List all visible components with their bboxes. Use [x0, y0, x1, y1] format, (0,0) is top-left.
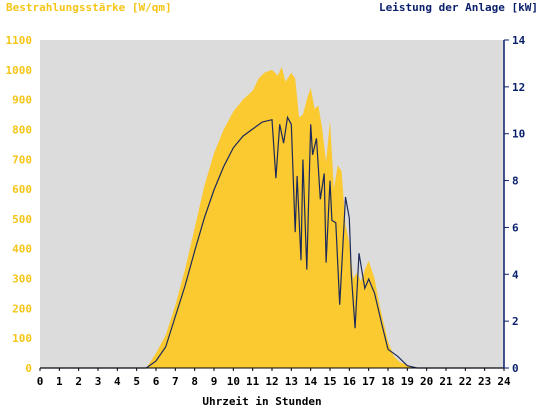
left-tick-label: 1100: [6, 34, 33, 47]
x-tick-label: 2: [75, 375, 82, 388]
x-tick-label: 17: [362, 375, 375, 388]
x-tick-label: 22: [459, 375, 472, 388]
irradiance-area: [146, 66, 416, 369]
x-tick-label: 11: [246, 375, 260, 388]
x-tick-label: 7: [172, 375, 179, 388]
x-tick-label: 4: [114, 375, 121, 388]
left-tick-label: 400: [12, 243, 32, 256]
left-tick-label: 0: [25, 362, 32, 375]
x-tick-label: 18: [381, 375, 394, 388]
x-tick-label: 0: [37, 375, 44, 388]
right-axis-title: Leistung der Anlage [kW]: [379, 1, 538, 14]
x-axis-title: Uhrzeit in Stunden: [202, 395, 321, 408]
x-tick-label: 24: [497, 375, 511, 388]
x-tick-label: 8: [191, 375, 198, 388]
right-tick-label: 4: [512, 268, 519, 281]
x-tick-label: 10: [227, 375, 240, 388]
right-axis-ticks: 0 2 4 6 8 10 12 14: [504, 34, 526, 375]
x-axis-ticks: 0 1 2 3 4 5 6 7 8 9 10 11 12 13 14 15 16 17 18 19 20 21 22 23 24: [37, 368, 511, 388]
x-tick-label: 13: [285, 375, 298, 388]
x-tick-label: 21: [439, 375, 453, 388]
x-tick-label: 6: [153, 375, 160, 388]
left-tick-label: 500: [12, 213, 32, 226]
left-axis-title: Bestrahlungsstärke [W/qm]: [6, 1, 172, 14]
x-tick-label: 1: [56, 375, 63, 388]
x-tick-label: 15: [323, 375, 336, 388]
x-tick-label: 19: [401, 375, 414, 388]
x-tick-label: 14: [304, 375, 318, 388]
right-tick-label: 12: [512, 81, 525, 94]
right-tick-label: 10: [512, 128, 525, 141]
right-tick-label: 8: [512, 175, 519, 188]
right-tick-label: 0: [512, 362, 519, 375]
x-tick-label: 9: [211, 375, 218, 388]
x-tick-label: 23: [478, 375, 491, 388]
x-tick-label: 16: [343, 375, 357, 388]
left-axis-ticks: 0 100 200 300 400 500 600 700 800 900 1000 1100: [6, 34, 33, 375]
left-tick-label: 800: [12, 123, 32, 136]
power-line: [40, 115, 504, 369]
right-tick-label: 14: [512, 34, 526, 47]
left-tick-label: 100: [12, 332, 32, 345]
x-tick-label: 5: [133, 375, 140, 388]
left-tick-label: 200: [12, 302, 32, 315]
x-tick-label: 12: [265, 375, 278, 388]
left-tick-label: 600: [12, 183, 32, 196]
left-tick-label: 900: [12, 94, 32, 107]
left-tick-label: 300: [12, 273, 32, 286]
right-tick-label: 2: [512, 315, 519, 328]
right-tick-label: 6: [512, 221, 519, 234]
x-tick-label: 3: [95, 375, 102, 388]
x-tick-label: 20: [420, 375, 433, 388]
left-tick-label: 700: [12, 153, 32, 166]
left-tick-label: 1000: [6, 64, 33, 77]
